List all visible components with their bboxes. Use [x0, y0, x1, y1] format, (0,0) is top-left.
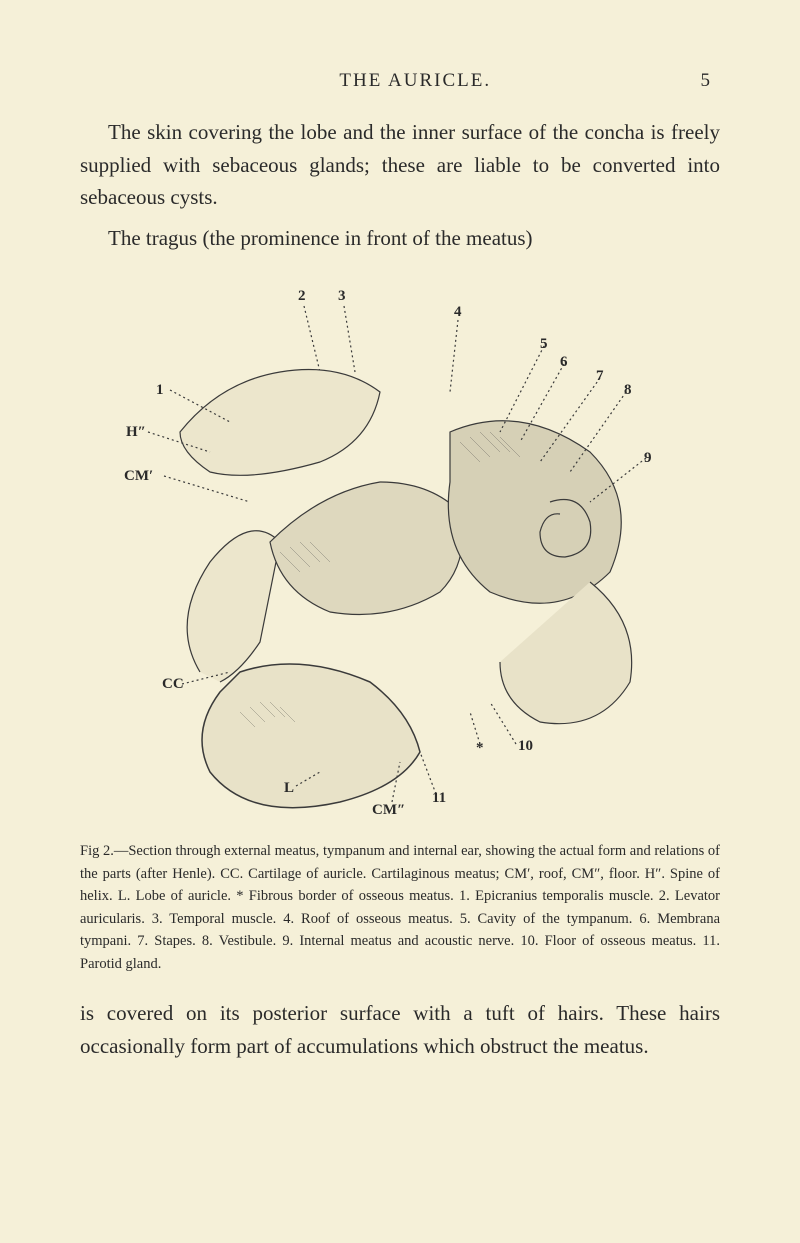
figure-label-CC: CC	[162, 676, 184, 693]
figure-label-L: L	[284, 780, 294, 797]
page-header: THE AURICLE. 5	[80, 70, 720, 92]
figure-label-6: 6	[560, 354, 568, 371]
figure-label-8: 8	[624, 382, 632, 399]
figure-label-2: 2	[298, 288, 306, 305]
figure-2: 2 3 4 1 5 6 7 8 H″ 9 CM′ CC * 10 L CM″ 1…	[80, 282, 720, 822]
figure-label-CMprime: CM′	[124, 468, 153, 485]
figure-label-3: 3	[338, 288, 346, 305]
figure-caption: Fig 2.—Section through external meatus, …	[80, 840, 720, 975]
figure-label-11: 11	[432, 790, 446, 807]
figure-label-asterisk: *	[476, 740, 484, 757]
figure-label-1: 1	[156, 382, 164, 399]
figure-label-9: 9	[644, 450, 652, 467]
figure-label-H: H″	[126, 424, 146, 441]
running-title: THE AURICLE.	[130, 70, 701, 92]
figure-label-4: 4	[454, 304, 462, 321]
ear-section-drawing	[120, 282, 680, 822]
anatomical-illustration: 2 3 4 1 5 6 7 8 H″ 9 CM′ CC * 10 L CM″ 1…	[120, 282, 680, 822]
paragraph-3: is covered on its posterior surface with…	[80, 997, 720, 1062]
figure-label-10: 10	[518, 738, 533, 755]
figure-label-7: 7	[596, 368, 604, 385]
figure-label-5: 5	[540, 336, 548, 353]
paragraph-1: The skin covering the lobe and the inner…	[80, 116, 720, 214]
paragraph-2: The tragus (the prominence in front of t…	[80, 222, 720, 255]
page-number: 5	[701, 70, 711, 92]
figure-label-CMdbl: CM″	[372, 802, 405, 819]
